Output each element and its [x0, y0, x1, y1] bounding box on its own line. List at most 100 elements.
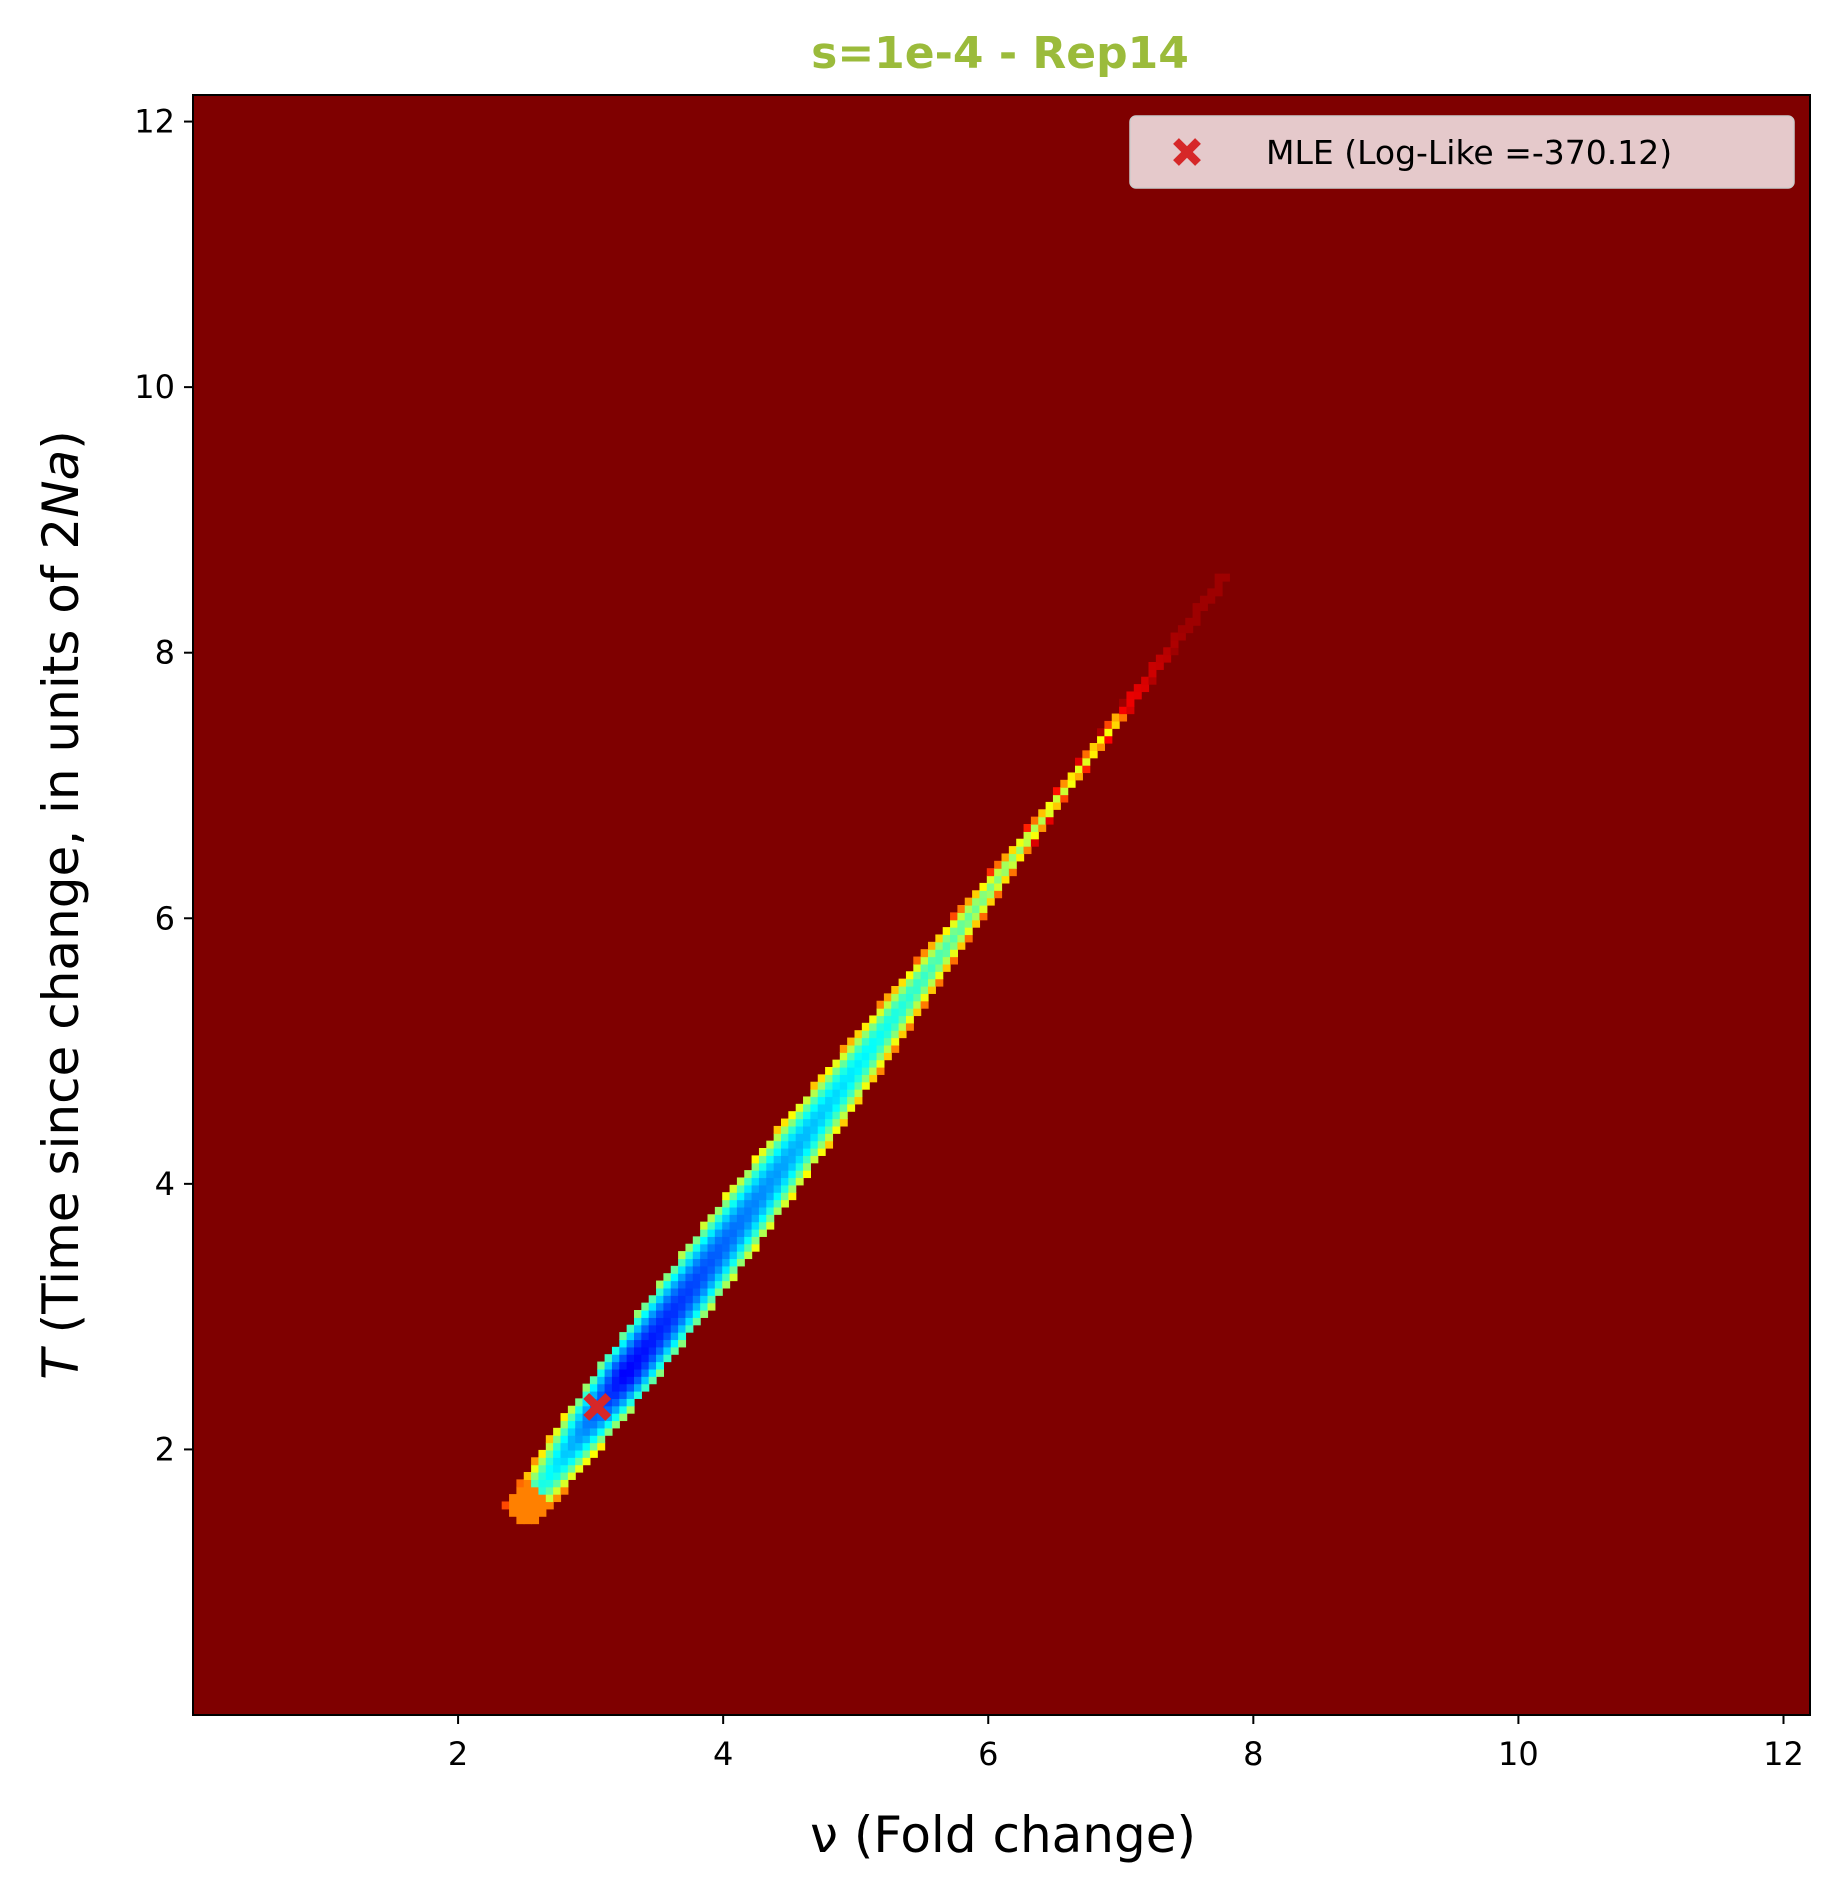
heatmap-cell: [626, 1368, 635, 1377]
heatmap-cell: [685, 1317, 694, 1326]
heatmap-cell: [1177, 625, 1186, 634]
heatmap-cell: [972, 912, 981, 921]
heatmap-cell: [678, 1287, 687, 1296]
heatmap-cell: [619, 1413, 628, 1422]
heatmap-cell: [905, 971, 914, 980]
heatmap-cell: [913, 986, 922, 994]
heatmap-cell: [1082, 765, 1091, 774]
heatmap-cell: [869, 1022, 878, 1031]
heatmap-cell: [751, 1199, 760, 1208]
heatmap-cell: [648, 1324, 657, 1333]
heatmap-cell: [810, 1096, 819, 1105]
x-tick-label: 10: [1498, 1735, 1539, 1773]
heatmap-cell: [597, 1383, 606, 1392]
y-tick-label: 2: [155, 1430, 175, 1468]
heatmap-cell: [678, 1339, 687, 1348]
heatmap-cell: [626, 1391, 635, 1399]
heatmap-cell: [744, 1199, 753, 1208]
heatmap-cell: [1192, 617, 1201, 626]
heatmap-cell: [604, 1391, 613, 1399]
heatmap-cell: [766, 1199, 775, 1208]
heatmap-cell: [876, 1030, 885, 1039]
heatmap-cell: [553, 1486, 562, 1495]
heatmap-cell: [678, 1310, 687, 1318]
heatmap-cell: [883, 1044, 892, 1053]
heatmap-cell: [928, 941, 936, 950]
heatmap-cell: [1016, 846, 1025, 855]
heatmap-cell: [950, 956, 958, 965]
heatmap-cell: [678, 1317, 687, 1326]
heatmap-cell: [589, 1435, 598, 1444]
heatmap-cell: [744, 1170, 753, 1179]
heatmap-cell: [839, 1074, 848, 1083]
heatmap-cell: [1008, 846, 1017, 855]
heatmap-cell: [869, 1015, 878, 1024]
heatmap-cell: [788, 1125, 797, 1134]
heatmap-cell: [847, 1059, 856, 1068]
heatmap-cell: [1155, 662, 1164, 670]
heatmap-cell: [626, 1354, 635, 1363]
heatmap-cell: [986, 868, 995, 877]
x-tick-label: 2: [448, 1735, 468, 1773]
heatmap-cell: [619, 1398, 628, 1407]
heatmap-cell: [656, 1368, 664, 1377]
heatmap-cell: [670, 1287, 679, 1296]
heatmap-cell: [700, 1295, 709, 1304]
heatmap-cell: [942, 963, 951, 972]
heatmap-cell: [817, 1118, 826, 1127]
heatmap-cell: [707, 1221, 716, 1230]
heatmap-cell: [942, 956, 951, 965]
heatmap-cell: [692, 1287, 701, 1296]
heatmap-cell: [722, 1280, 731, 1289]
heatmap-cell: [604, 1376, 613, 1385]
heatmap-cell: [781, 1140, 789, 1149]
heatmap-cell: [913, 971, 922, 980]
heatmap-cell: [678, 1273, 687, 1282]
heatmap-cell: [560, 1413, 569, 1422]
heatmap-cell: [575, 1464, 584, 1473]
heatmap-cell: [972, 890, 981, 899]
heatmap-cell: [560, 1457, 569, 1466]
heatmap-cell: [957, 905, 966, 913]
heatmap-cell: [758, 1214, 767, 1223]
heatmap-cell: [803, 1103, 811, 1112]
heatmap-cell: [898, 986, 907, 994]
heatmap-cell: [817, 1081, 826, 1090]
heatmap-cell: [619, 1405, 628, 1414]
heatmap-cell: [641, 1346, 650, 1355]
heatmap-cell: [839, 1044, 848, 1053]
heatmap-cell: [597, 1427, 606, 1436]
heatmap-cell: [523, 1501, 532, 1510]
heatmap-cell: [928, 986, 936, 994]
heatmap-cell: [509, 1501, 517, 1510]
heatmap-cell: [950, 941, 958, 950]
heatmap-cell: [898, 1030, 907, 1039]
heatmap-cell: [729, 1258, 738, 1267]
heatmap-cell: [670, 1339, 679, 1348]
heatmap-cell: [854, 1074, 863, 1083]
heatmap-cell: [847, 1037, 856, 1046]
heatmap-cell: [861, 1059, 870, 1068]
heatmap-cell: [634, 1391, 642, 1399]
heatmap-cell: [1192, 610, 1201, 619]
heatmap-cell: [854, 1081, 863, 1090]
heatmap-cell: [766, 1177, 775, 1186]
heatmap-cell: [773, 1155, 782, 1164]
heatmap-cell: [670, 1310, 679, 1318]
heatmap-cell: [994, 882, 1003, 891]
heatmap-cell: [795, 1140, 804, 1149]
y-axis: 2 4 6 8 10 12: [134, 103, 193, 1468]
heatmap-cell: [589, 1391, 598, 1399]
heatmap-cell: [714, 1221, 723, 1230]
heatmap-cell: [817, 1089, 826, 1098]
heatmap-cell: [707, 1265, 716, 1274]
heatmap-cell: [803, 1140, 811, 1149]
heatmap-cell: [656, 1361, 664, 1370]
heatmap-cell: [817, 1096, 826, 1105]
heatmap-cell: [641, 1354, 650, 1363]
heatmap-cell: [707, 1243, 716, 1252]
heatmap-cell: [883, 993, 892, 1002]
heatmap-cell: [707, 1302, 716, 1311]
heatmap-cell: [692, 1295, 701, 1304]
heatmap-cell: [758, 1177, 767, 1186]
